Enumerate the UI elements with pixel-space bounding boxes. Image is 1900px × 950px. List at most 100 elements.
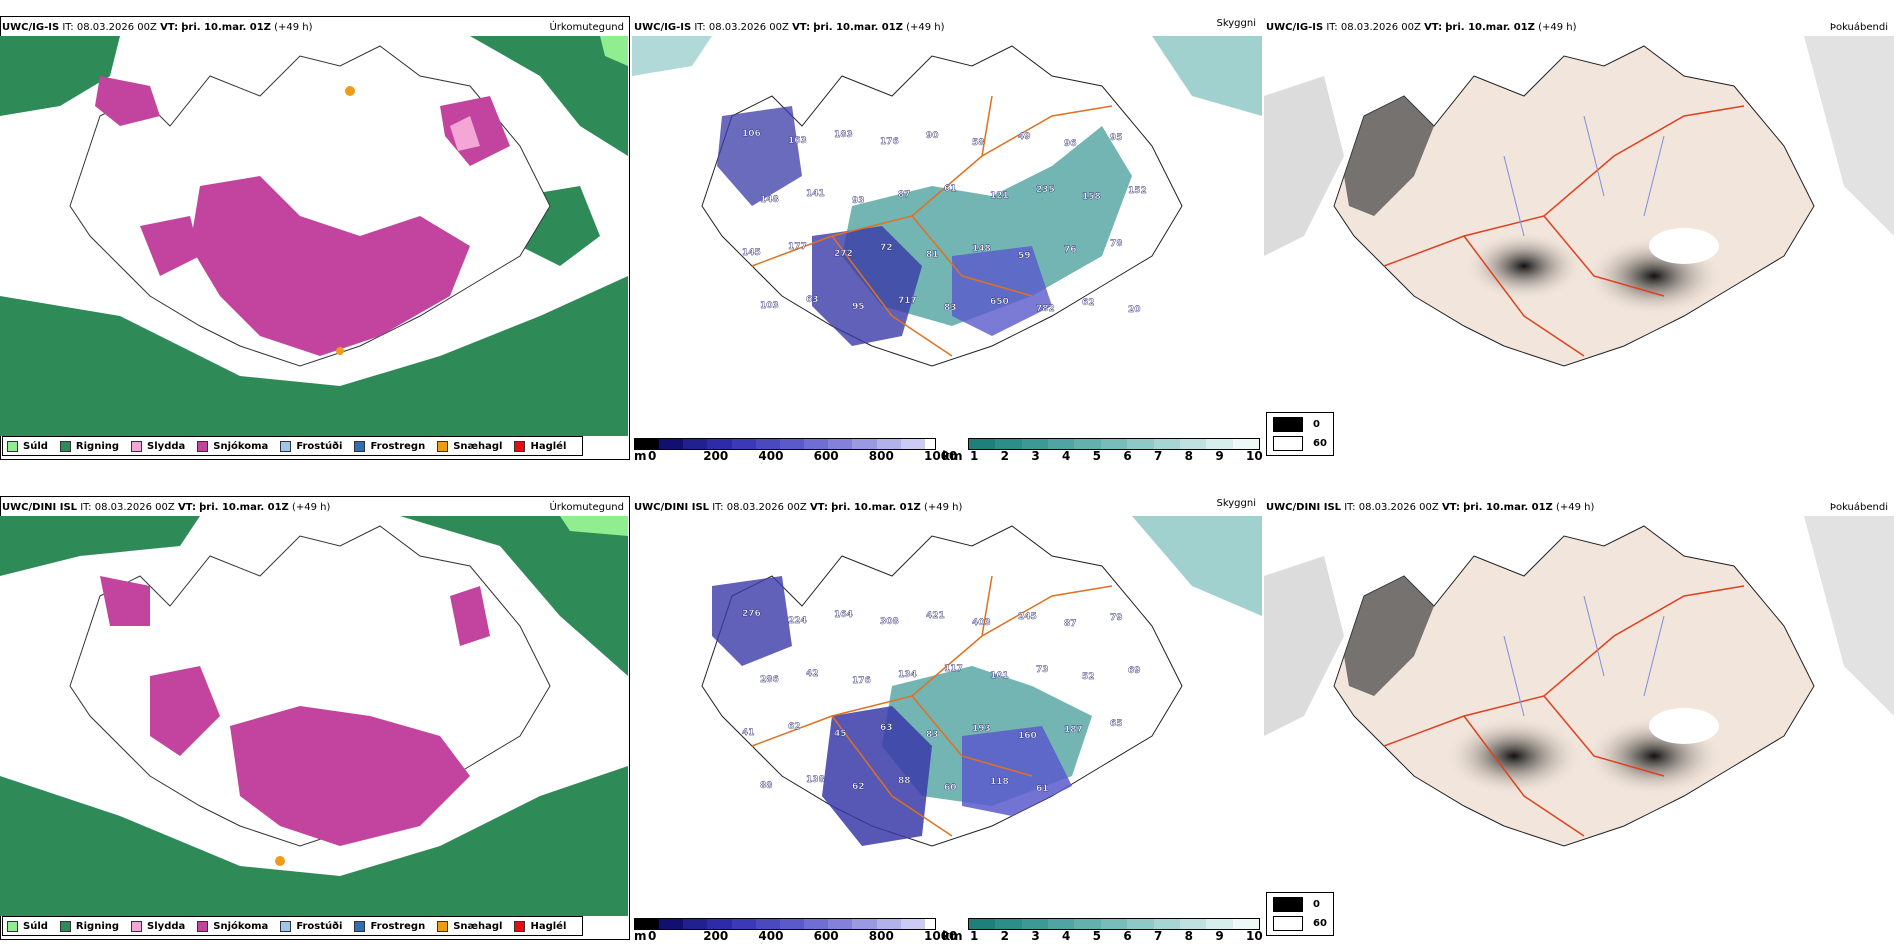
- vt-label: VT:: [177, 502, 196, 513]
- it-value: 08.03.2026 00Z: [1340, 22, 1421, 33]
- visibility-value: 121: [990, 191, 1009, 201]
- fog-legend-swatch: [1273, 417, 1303, 432]
- colorbar-segment: [1232, 919, 1259, 929]
- low-vis-area: [717, 106, 802, 206]
- fog-legend: 0 60: [1266, 892, 1334, 936]
- visibility-value: 177: [788, 242, 807, 252]
- it-label: IT:: [62, 22, 74, 33]
- visibility-value: 176: [852, 676, 871, 686]
- visibility-value: 421: [926, 611, 945, 621]
- fog-legend-item: 0: [1273, 897, 1327, 912]
- panel-name: Úrkomutegund: [549, 22, 624, 33]
- visibility-value: 88: [760, 781, 773, 791]
- colorbar-unit: m: [634, 929, 647, 943]
- model-name: UWC/IG-IS: [1266, 22, 1324, 33]
- colorbar-tick: 800: [868, 449, 894, 463]
- visibility-panel-row1: UWC/IG-IS IT: 08.03.2026 00Z VT: þri. 10…: [632, 0, 1263, 463]
- precip-legend: Súld Rigning Slydda Snjókoma Frostúði Frostre…: [2, 916, 584, 936]
- visibility-value: 183: [834, 130, 853, 140]
- it-value: 08.03.2026 00Z: [726, 502, 807, 513]
- rivers: [1503, 115, 1665, 237]
- panel-title: UWC/IG-IS IT: 08.03.2026 00Z VT: þri. 10…: [634, 22, 945, 33]
- colorbar-segment: [707, 919, 732, 929]
- vt-label: VT:: [809, 502, 828, 513]
- visibility-value: 224: [788, 616, 807, 626]
- fog-index-panel-row1: UWC/IG-IS IT: 08.03.2026 00Z VT: þri. 10…: [1264, 0, 1894, 460]
- colorbar-segment: [1127, 919, 1154, 929]
- visibility-value: 235: [1036, 185, 1055, 195]
- it-label: IT:: [1344, 502, 1356, 513]
- precip-map: [0, 36, 628, 436]
- visibility-value: 63: [806, 295, 819, 305]
- legend-item: Frostúði: [280, 440, 342, 452]
- vt-value: þri. 10.mar. 01Z: [1463, 502, 1553, 513]
- visibility-value: 95: [1110, 133, 1123, 143]
- model-name: UWC/IG-IS: [634, 22, 692, 33]
- visibility-value: 69: [1128, 666, 1141, 676]
- visibility-value: 403: [972, 618, 991, 628]
- legend-label: Frostúði: [296, 920, 343, 932]
- vt-value: þri. 10.mar. 01Z: [199, 502, 289, 513]
- model-name: UWC/DINI ISL: [634, 502, 710, 513]
- colorbar-segment: [779, 439, 805, 449]
- colorbar-segment: [1232, 439, 1259, 449]
- panel-name: Skyggni: [1216, 18, 1256, 29]
- rain-area: [0, 766, 628, 916]
- colorbar-tick: 3: [1031, 929, 1040, 943]
- visibility-value: 117: [944, 664, 963, 674]
- legend-item: Haglél: [514, 440, 566, 452]
- precip-legend: Súld Rigning Slydda Snjókoma Frostúði Frostre…: [2, 436, 584, 456]
- fog-legend-swatch: [1273, 436, 1303, 451]
- colorbar-tick: 400: [758, 449, 784, 463]
- colorbar-segment: [1179, 919, 1207, 929]
- colorbar-tick: 6: [1123, 449, 1132, 463]
- colorbar-tick: 9: [1215, 929, 1224, 943]
- colorbar-segment: [1048, 439, 1075, 449]
- legend-item: Snjókoma: [197, 920, 268, 932]
- colorbar-segment: [852, 919, 877, 929]
- grey-haze: [1804, 516, 1894, 716]
- visibility-value: 76: [1064, 245, 1077, 255]
- teal-haze: [1152, 36, 1262, 116]
- visibility-value: 83: [926, 730, 939, 740]
- visibility-value: 152: [1128, 186, 1147, 196]
- colorbar-segment: [659, 919, 684, 929]
- colorbar-unit: km: [942, 929, 963, 943]
- legend-item: Snæhagl: [437, 920, 502, 932]
- fog-index-panel-row2: UWC/DINI ISL IT: 08.03.2026 00Z VT: þri.…: [1264, 480, 1894, 940]
- visibility-value: 187: [1064, 725, 1083, 735]
- panel-title: UWC/DINI ISL IT: 08.03.2026 00Z VT: þri.…: [2, 502, 330, 513]
- vt-label: VT:: [792, 22, 811, 33]
- visibility-value-labels: 276 224 164 308 421 403 245 87 79 286 42 176 134 117 1…: [742, 609, 1141, 794]
- fog-legend-item: 60: [1273, 916, 1327, 931]
- colorbar-tick: 4: [1062, 929, 1071, 943]
- visibility-value: 118: [990, 777, 1009, 787]
- legend-item: Snjókoma: [197, 440, 268, 452]
- visibility-value-labels: 106 163 183 176 90 58 49 96 95 148 141 93 87 61 121 235…: [742, 129, 1147, 315]
- visibility-value: 164: [834, 610, 853, 620]
- rain-area: [0, 36, 120, 116]
- panel-name: Úrkomutegund: [549, 502, 624, 513]
- legend-item: Snæhagl: [437, 440, 502, 452]
- colorbar-tick: 10: [1246, 929, 1263, 943]
- it-value: 08.03.2026 00Z: [708, 22, 789, 33]
- fog-map: [1264, 516, 1894, 914]
- model-name: UWC/IG-IS: [2, 22, 60, 33]
- colorbar-segment: [900, 919, 925, 929]
- panel-title: UWC/DINI ISL IT: 08.03.2026 00Z VT: þri.…: [1266, 502, 1594, 513]
- teal-haze: [1132, 516, 1262, 616]
- colorbar-segment: [969, 919, 996, 929]
- low-vis-area: [952, 246, 1052, 336]
- colorbar-segment: [755, 919, 780, 929]
- rain-area: [470, 36, 628, 156]
- colorbar-segment: [995, 919, 1022, 929]
- colorbar-tick: 0: [648, 929, 657, 943]
- model-name: UWC/DINI ISL: [1266, 502, 1342, 513]
- visibility-value: 160: [1018, 731, 1037, 741]
- it-value: 08.03.2026 00Z: [94, 502, 175, 513]
- visibility-value: 101: [990, 671, 1009, 681]
- visibility-value: 95: [852, 302, 865, 312]
- visibility-value: 78: [1110, 239, 1123, 249]
- colorbar-tick: 7: [1154, 929, 1163, 943]
- it-label: IT:: [1326, 22, 1338, 33]
